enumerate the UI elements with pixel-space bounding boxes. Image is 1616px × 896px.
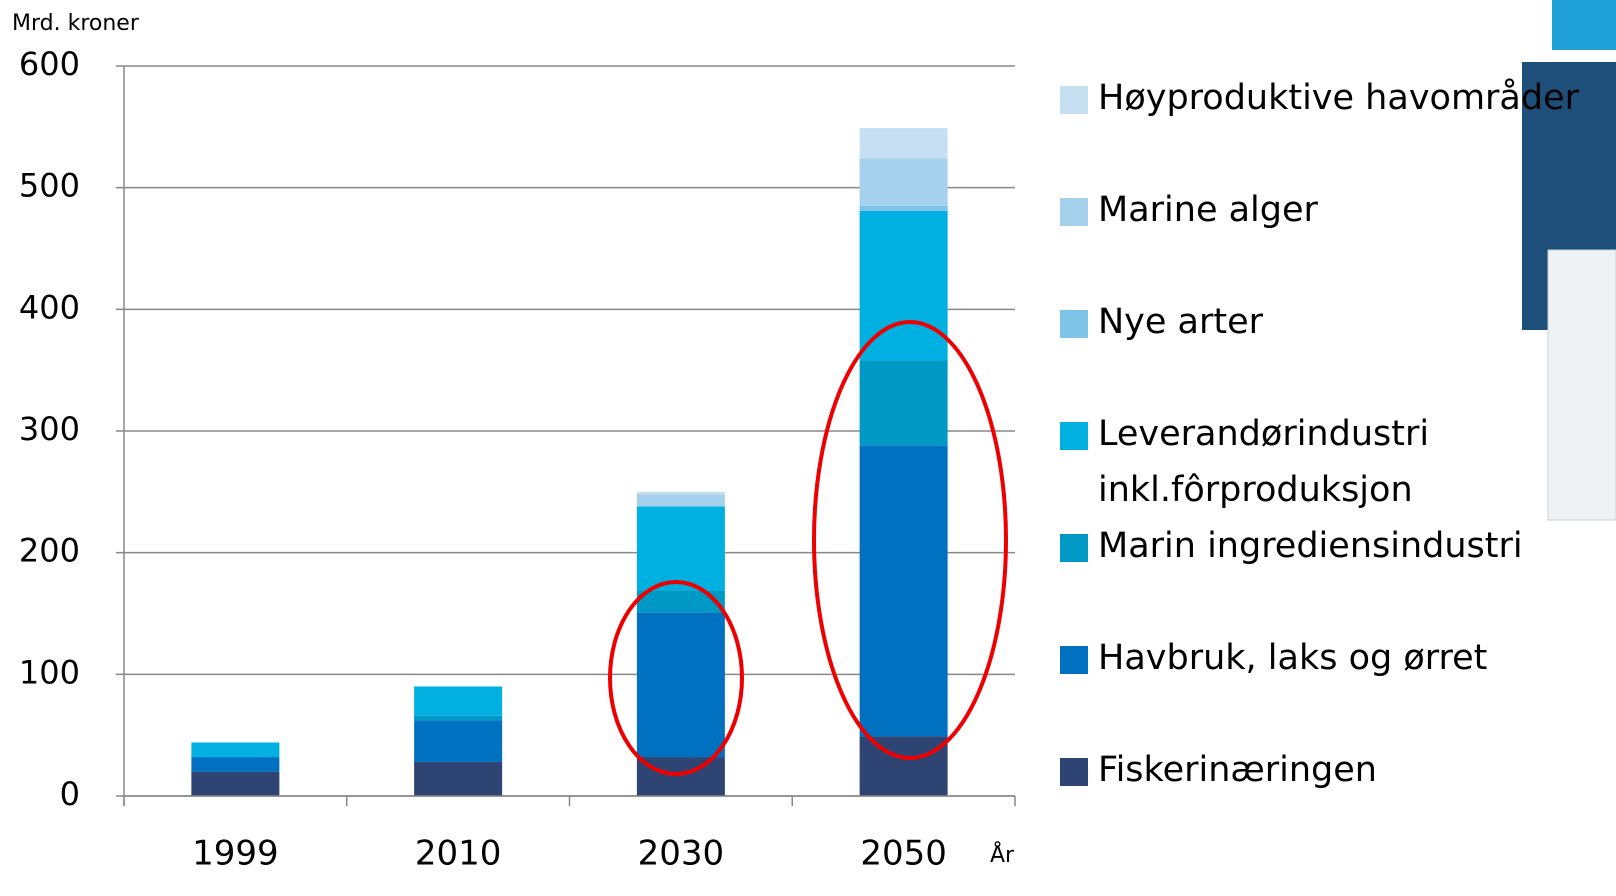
legend-swatch xyxy=(1060,646,1088,674)
bar-segment xyxy=(637,590,725,612)
bar-segment xyxy=(414,762,502,796)
legend-swatch xyxy=(1060,198,1088,226)
bar-segment xyxy=(191,772,279,796)
bar-segment xyxy=(860,446,948,737)
bar-segment xyxy=(414,687,502,716)
bar-segment xyxy=(637,506,725,590)
bar-segment xyxy=(191,742,279,757)
bar-segment xyxy=(191,757,279,772)
legend-swatch xyxy=(1060,534,1088,562)
bar-segment xyxy=(860,736,948,796)
y-tick-label: 0 xyxy=(60,775,80,813)
legend-swatch xyxy=(1060,422,1088,450)
bar-segment xyxy=(637,494,725,506)
x-tick-label: 1999 xyxy=(192,834,279,874)
y-tick-label: 300 xyxy=(19,410,80,448)
legend-item: Høyproduktive havområder xyxy=(1060,70,1598,126)
legend-label: Fiskerinæringen xyxy=(1098,750,1377,790)
legend-label: Marin ingrediensindustri xyxy=(1098,526,1523,566)
report-thumbnail xyxy=(1552,0,1616,50)
x-tick-label: 2010 xyxy=(415,834,502,874)
y-tick-label: 400 xyxy=(19,288,80,326)
legend-swatch xyxy=(1060,310,1088,338)
legend-item: Marine alger xyxy=(1060,182,1598,238)
bar-segment xyxy=(414,721,502,762)
legend-label: Leverandørindustri inkl.fôrproduksjon xyxy=(1098,414,1429,510)
bar-segment xyxy=(860,206,948,211)
legend-item: Marin ingrediensindustri xyxy=(1060,518,1598,574)
bar-segment xyxy=(860,128,948,158)
legend-item: Nye arter xyxy=(1060,294,1598,350)
bar-segment xyxy=(860,158,948,205)
bar-segment xyxy=(860,360,948,445)
bar-segment xyxy=(637,757,725,796)
legend-label: Marine alger xyxy=(1098,190,1318,230)
y-tick-label: 500 xyxy=(19,167,80,205)
y-tick-label: 600 xyxy=(19,45,80,83)
legend-item: Leverandørindustri inkl.fôrproduksjon xyxy=(1060,406,1598,518)
legend-label: Nye arter xyxy=(1098,302,1263,342)
x-axis-label: År xyxy=(990,841,1015,868)
x-tick-label: 2030 xyxy=(638,834,725,874)
legend-item: Havbruk, laks og ørret xyxy=(1060,630,1598,686)
bar-segment xyxy=(414,716,502,721)
legend-swatch xyxy=(1060,86,1088,114)
y-axis-label: Mrd. kroner xyxy=(12,11,140,36)
y-tick-label: 100 xyxy=(19,653,80,691)
legend-swatch xyxy=(1060,758,1088,786)
bar-segment xyxy=(637,492,725,494)
legend-label: Havbruk, laks og ørret xyxy=(1098,638,1487,678)
bar-segment xyxy=(637,612,725,757)
legend-item: Fiskerinæringen xyxy=(1060,742,1598,798)
y-tick-label: 200 xyxy=(19,532,80,570)
page: {"chart_data": {"type": "bar", "stacked"… xyxy=(0,0,1616,896)
legend-label: Høyproduktive havområder xyxy=(1098,78,1579,118)
x-tick-label: 2050 xyxy=(860,834,947,874)
